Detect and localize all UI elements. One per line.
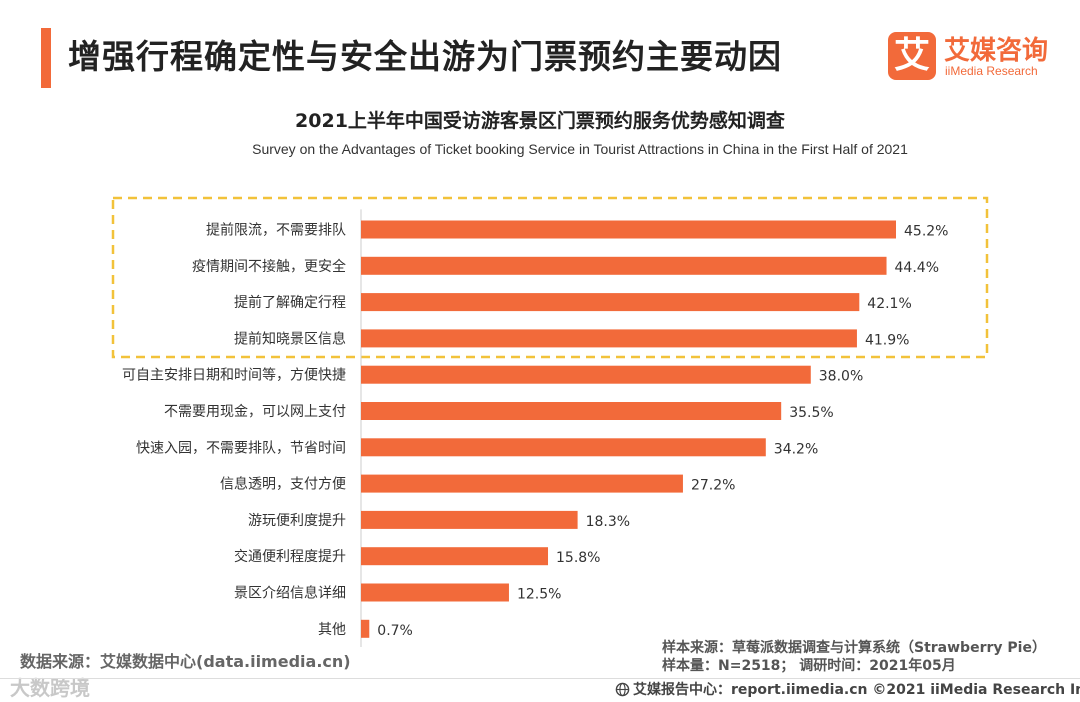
bar-5 bbox=[361, 365, 811, 384]
bar-1 bbox=[361, 220, 896, 239]
logo-mark: 艾 bbox=[888, 32, 936, 80]
value-label-4: 41.9% bbox=[865, 332, 909, 348]
sample-size-note: 样本量：N=2518； 调研时间：2021年05月 bbox=[662, 658, 956, 674]
bar-12 bbox=[361, 619, 370, 638]
category-label-2: 疫情期间不接触，更安全 bbox=[192, 258, 346, 275]
category-label-8: 信息透明，支付方便 bbox=[220, 476, 346, 493]
category-label-7: 快速入园，不需要排队，节省时间 bbox=[136, 440, 346, 456]
chart-subtitle: Survey on the Advantages of Ticket booki… bbox=[252, 141, 908, 157]
bar-2 bbox=[361, 256, 887, 275]
category-label-10: 交通便利程度提升 bbox=[234, 548, 346, 565]
title-accent-bar bbox=[41, 28, 51, 88]
bar-3 bbox=[361, 293, 860, 312]
bar-6 bbox=[361, 402, 782, 420]
data-source-note: 数据来源：艾媒数据中心(data.iimedia.cn) bbox=[20, 652, 351, 671]
bar-11 bbox=[361, 583, 509, 602]
bar-9 bbox=[361, 510, 578, 529]
logo-name-en: iiMedia Research bbox=[945, 64, 1038, 78]
value-label-6: 35.5% bbox=[789, 405, 833, 421]
value-label-8: 27.2% bbox=[691, 478, 735, 494]
value-label-9: 18.3% bbox=[586, 514, 630, 530]
logo-name-cn: 艾媒咨询 bbox=[944, 36, 1049, 66]
bar-10 bbox=[361, 547, 549, 566]
footer: 艾媒报告中心：report.iimedia.cn ©2021 iiMedia R… bbox=[615, 679, 1080, 699]
page-title: 增强行程确定性与安全出游为门票预约主要动因 bbox=[68, 37, 782, 76]
category-label-4: 提前知晓景区信息 bbox=[234, 330, 346, 347]
chart-title: 2021上半年中国受访游客景区门票预约服务优势感知调查 bbox=[295, 110, 785, 132]
bar-4 bbox=[361, 329, 857, 348]
watermark: 大数跨境 bbox=[10, 676, 90, 700]
value-label-2: 44.4% bbox=[895, 260, 939, 276]
globe-icon bbox=[615, 682, 630, 697]
category-label-6: 不需要用现金，可以网上支付 bbox=[164, 404, 346, 420]
footer-divider bbox=[0, 678, 1080, 679]
value-label-5: 38.0% bbox=[819, 369, 863, 385]
value-label-7: 34.2% bbox=[774, 441, 818, 457]
category-label-9: 游玩便利度提升 bbox=[248, 513, 346, 529]
value-label-10: 15.8% bbox=[556, 550, 600, 566]
footer-text: 艾媒报告中心：report.iimedia.cn ©2021 iiMedia R… bbox=[633, 682, 1080, 698]
value-label-11: 12.5% bbox=[517, 587, 561, 603]
category-label-12: 其他 bbox=[318, 622, 346, 638]
category-label-5: 可自主安排日期和时间等，方便快捷 bbox=[122, 367, 346, 384]
value-label-3: 42.1% bbox=[867, 296, 911, 312]
category-label-11: 景区介绍信息详细 bbox=[234, 585, 346, 602]
value-label-12: 0.7% bbox=[377, 623, 413, 639]
iimedia-logo: 艾 艾媒咨询 iiMedia Research bbox=[888, 30, 1068, 82]
sample-source-note: 样本来源：草莓派数据调查与计算系统（Strawberry Pie） bbox=[662, 640, 1046, 656]
bar-8 bbox=[361, 474, 683, 493]
category-label-3: 提前了解确定行程 bbox=[234, 294, 346, 311]
bar-7 bbox=[361, 438, 766, 457]
highlight-box bbox=[111, 196, 989, 359]
value-label-1: 45.2% bbox=[904, 224, 948, 240]
category-label-1: 提前限流，不需要排队 bbox=[206, 222, 346, 239]
